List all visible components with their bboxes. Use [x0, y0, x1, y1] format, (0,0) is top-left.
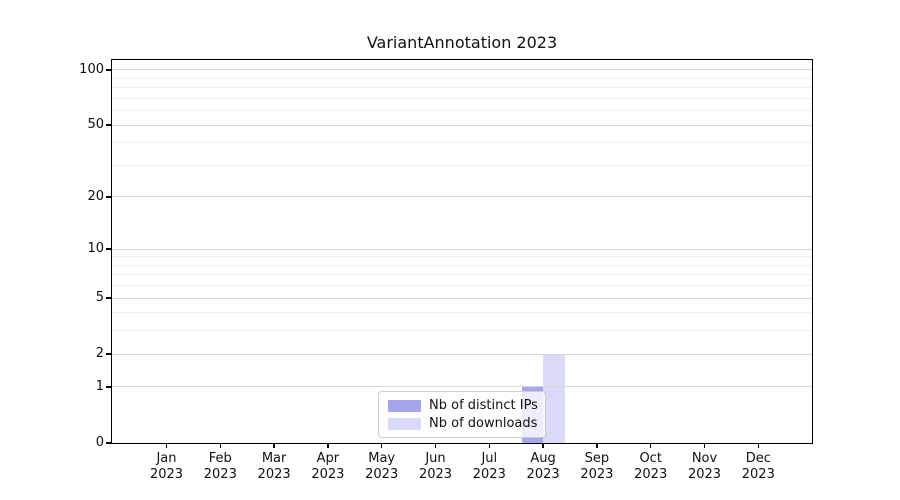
minor-gridline: [112, 285, 812, 287]
minor-gridline: [112, 142, 812, 144]
x-axis-year: 2023: [741, 467, 775, 482]
x-axis-year: 2023: [634, 467, 668, 482]
x-axis-month: Jan: [156, 451, 177, 466]
minor-gridline: [112, 77, 812, 79]
x-axis-year: 2023: [687, 467, 722, 482]
x-axis-tick-label: May 2023: [352, 451, 412, 483]
y-axis-tick: [106, 248, 112, 250]
x-axis-month: Sep: [584, 451, 610, 466]
minor-gridline: [112, 330, 812, 332]
legend-swatch-distinct-ips: [388, 399, 421, 412]
minor-gridline: [112, 264, 812, 266]
major-gridline: [112, 297, 812, 299]
legend-entry-distinct-ips: Nb of distinct IPs: [388, 398, 538, 413]
major-gridline: [112, 124, 812, 126]
x-axis-month: Jun: [425, 451, 446, 466]
x-axis-year: 2023: [365, 467, 399, 482]
x-axis-tick: [327, 443, 329, 448]
x-axis-tick-label: Mar 2023: [244, 451, 304, 483]
y-axis-tick-label: 10: [87, 241, 104, 257]
y-axis-tick-label: 0: [95, 435, 104, 450]
x-axis-month: Nov: [691, 451, 718, 466]
x-axis-tick-label: Jan 2023: [137, 451, 197, 483]
y-axis-tick: [106, 297, 112, 299]
x-axis-month: Feb: [208, 451, 232, 466]
plot-area: [112, 60, 812, 443]
legend-label-downloads: Nb of downloads: [429, 416, 538, 431]
x-axis-tick-label: Sep 2023: [567, 451, 627, 483]
y-axis-tick-label: 20: [87, 188, 104, 204]
x-axis-tick: [542, 443, 544, 448]
x-axis-month: May: [368, 451, 396, 466]
major-gridline: [112, 386, 812, 388]
minor-gridline: [112, 274, 812, 276]
x-axis-year: 2023: [257, 467, 291, 482]
x-axis-tick: [380, 443, 383, 448]
x-axis-tick: [165, 443, 168, 448]
legend-label-distinct-ips: Nb of distinct IPs: [429, 398, 538, 413]
y-axis-tick-label: 2: [95, 346, 104, 362]
legend-swatch-downloads: [388, 417, 421, 430]
y-axis-tick: [106, 353, 112, 355]
x-axis-tick-label: Aug 2023: [513, 451, 573, 483]
bar-downloads: [543, 354, 565, 443]
x-axis-year: 2023: [472, 467, 506, 482]
x-axis-month: Jul: [481, 451, 498, 466]
x-axis-year: 2023: [580, 467, 614, 482]
minor-gridline: [112, 256, 812, 258]
x-axis-tick: [757, 443, 760, 448]
x-axis-tick-label: Jun 2023: [406, 451, 466, 483]
x-axis-tick-label: Nov 2023: [675, 451, 735, 483]
major-gridline: [112, 353, 812, 355]
x-axis-tick-label: Apr 2023: [298, 451, 358, 483]
x-axis-tick-label: Feb 2023: [190, 451, 250, 483]
minor-gridline: [112, 97, 812, 99]
x-axis-month: Dec: [745, 451, 771, 466]
x-axis-year: 2023: [418, 467, 453, 482]
x-axis-tick: [273, 443, 275, 448]
x-axis-tick: [703, 443, 706, 448]
x-axis-tick: [219, 443, 222, 448]
x-axis-year: 2023: [149, 467, 184, 482]
minor-gridline: [112, 312, 812, 314]
major-gridline: [112, 69, 812, 71]
x-axis-tick-label: Oct 2023: [621, 451, 681, 483]
minor-gridline: [112, 164, 812, 166]
y-axis-tick: [106, 69, 112, 71]
x-axis-year: 2023: [311, 467, 345, 482]
y-axis-tick-label: 1: [95, 378, 104, 394]
y-axis-tick-label: 5: [95, 290, 104, 306]
x-axis-tick: [596, 443, 598, 448]
x-axis-month: Mar: [261, 451, 287, 466]
x-axis-tick-label: Jul 2023: [459, 451, 519, 483]
y-axis-tick: [106, 386, 112, 388]
y-axis-tick: [106, 124, 112, 126]
chart-title: VariantAnnotation 2023: [366, 33, 558, 52]
major-gridline: [112, 248, 812, 250]
legend: Nb of distinct IPs Nb of downloads: [378, 391, 546, 438]
x-axis-month: Apr: [316, 451, 340, 466]
y-axis-tick-label: 100: [79, 61, 104, 77]
x-axis-tick: [649, 443, 652, 448]
x-axis-tick: [488, 443, 491, 448]
y-axis-tick: [106, 442, 112, 444]
x-axis-year: 2023: [203, 467, 237, 482]
minor-gridline: [112, 87, 812, 89]
x-axis-tick: [434, 443, 437, 448]
minor-gridline: [112, 110, 812, 112]
x-axis-month: Oct: [639, 451, 662, 466]
y-axis-tick-label: 50: [87, 117, 104, 133]
x-axis-month: Aug: [530, 451, 556, 466]
major-gridline: [112, 196, 812, 198]
x-axis-year: 2023: [526, 467, 560, 482]
x-axis-tick-label: Dec 2023: [728, 451, 788, 483]
legend-entry-downloads: Nb of downloads: [388, 416, 538, 431]
y-axis-tick: [106, 196, 112, 198]
